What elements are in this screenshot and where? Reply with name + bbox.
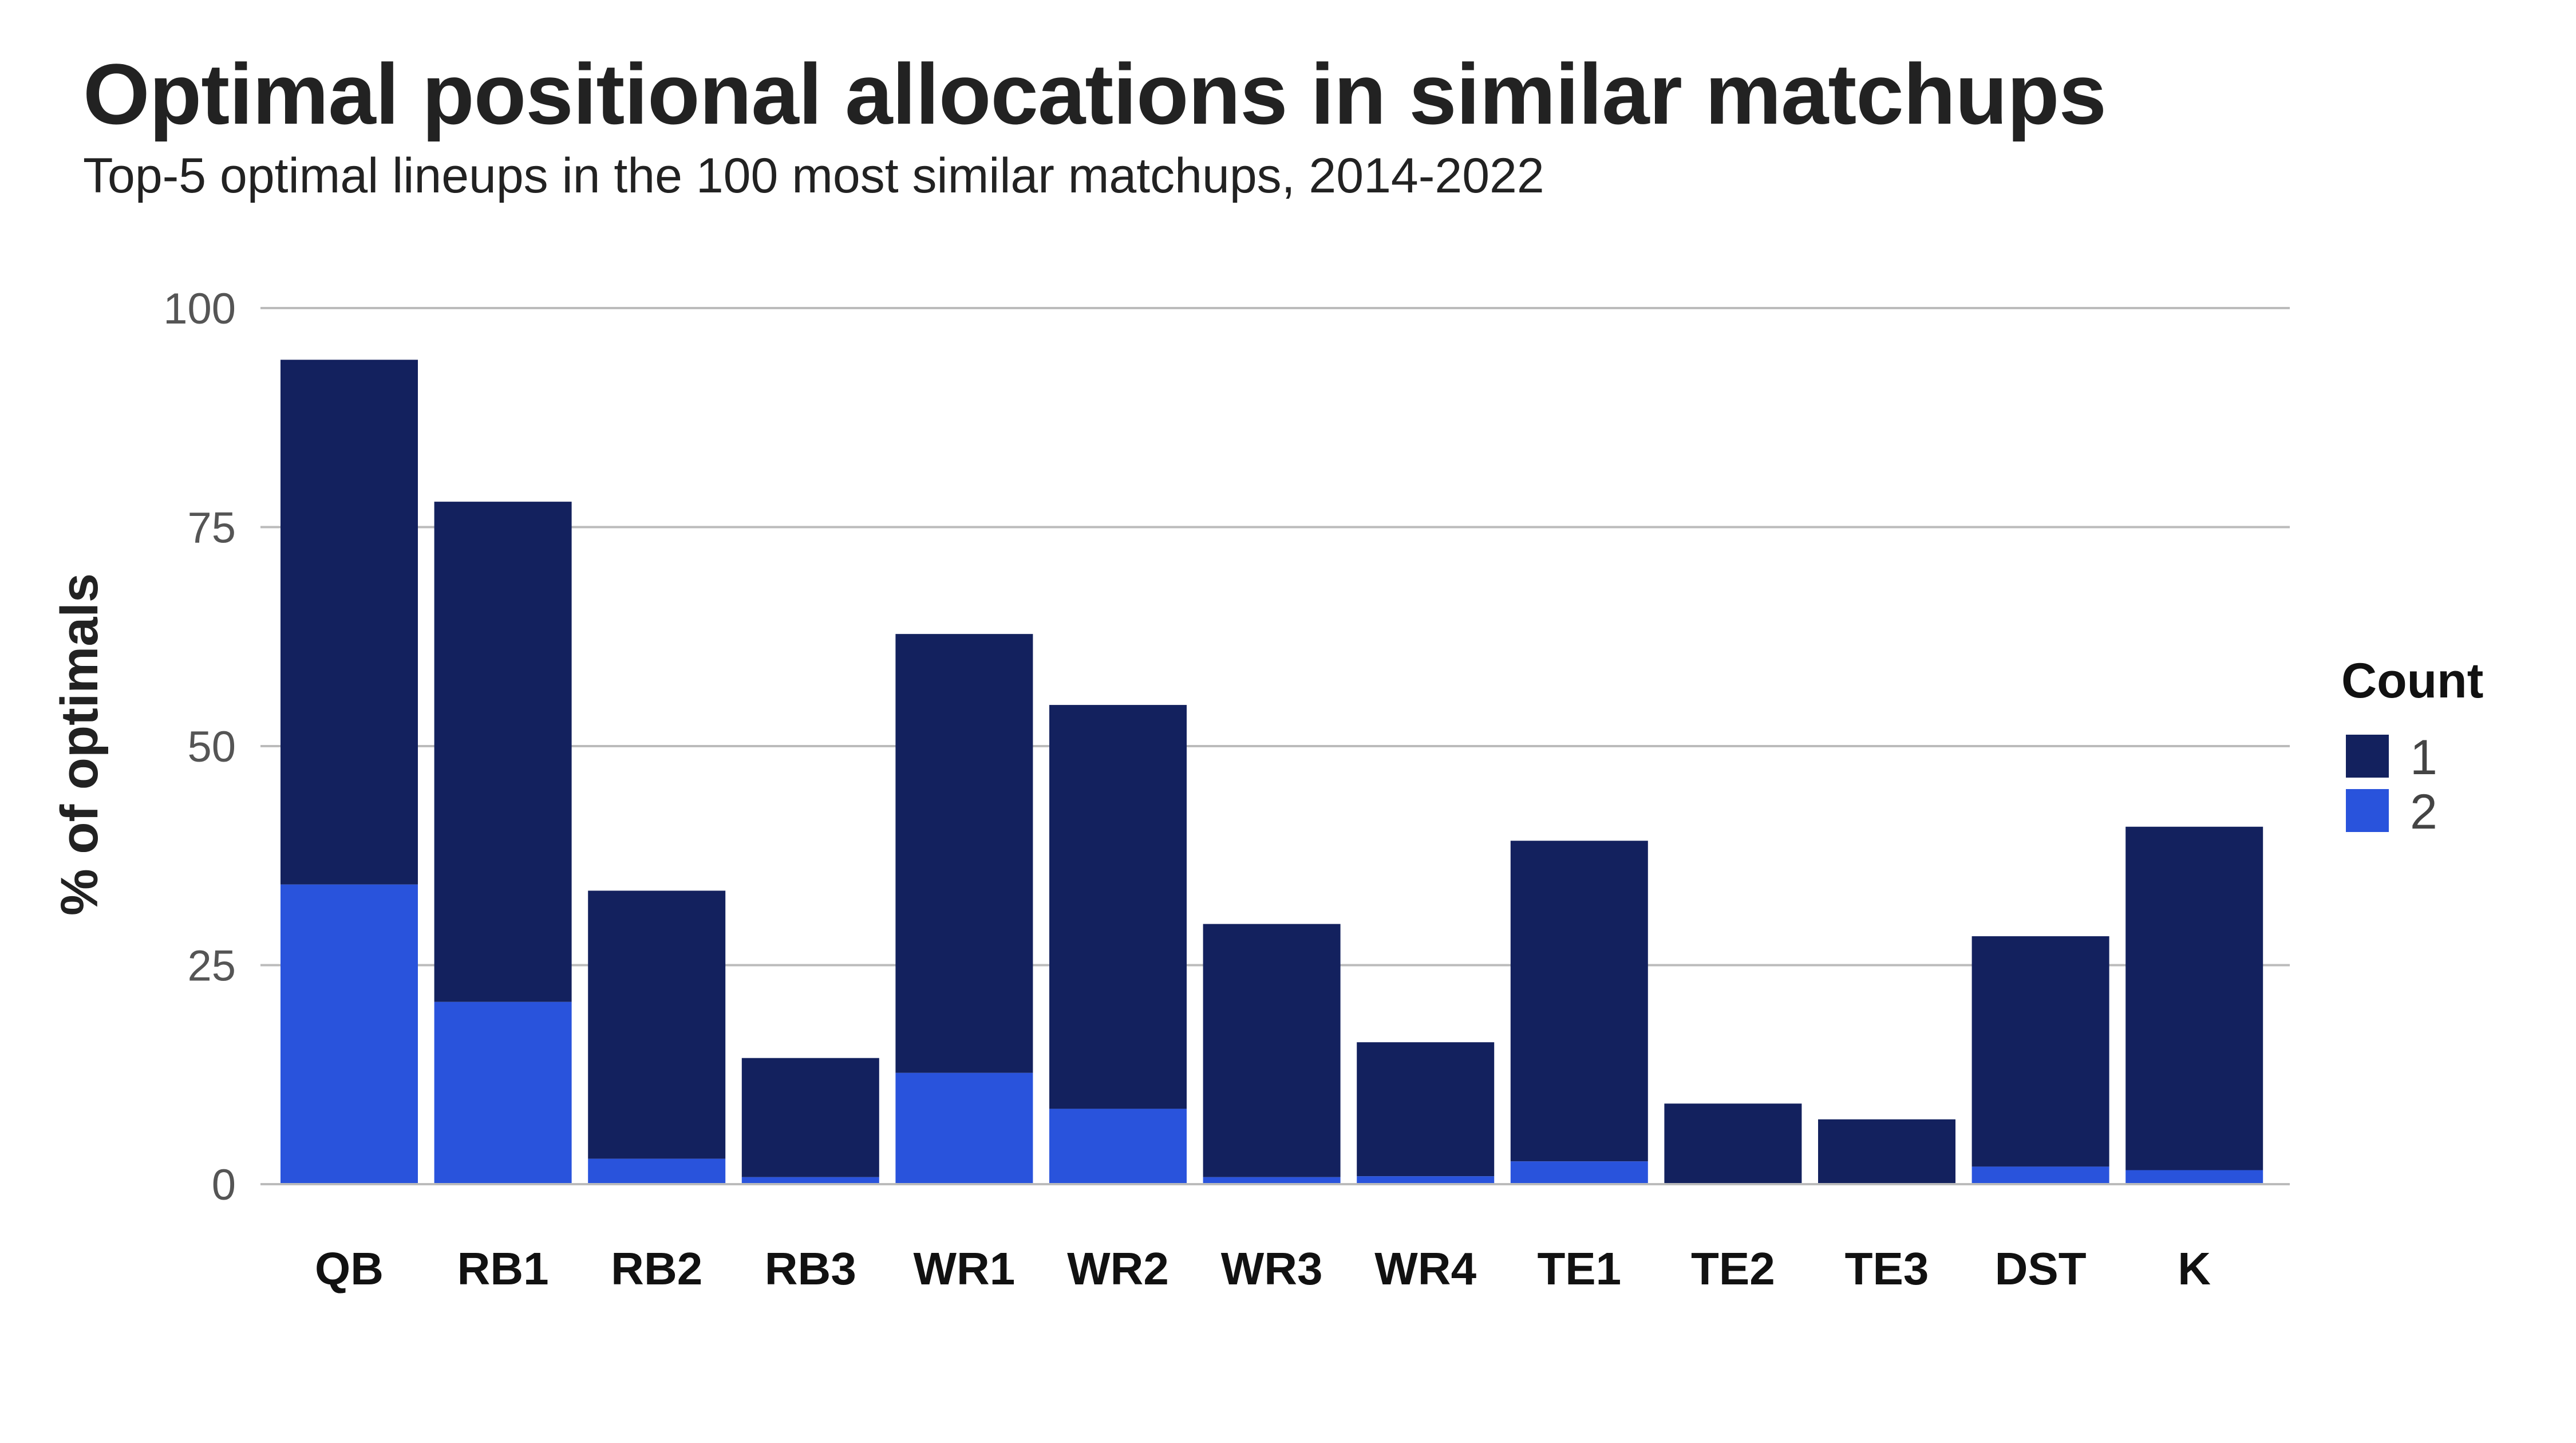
bar-te1-count-2 xyxy=(1510,1161,1648,1184)
bar-wr3-count-2 xyxy=(1203,1177,1341,1184)
bar-wr1-count-1 xyxy=(895,634,1033,1073)
chart-title: Optimal positional allocations in simila… xyxy=(83,46,2107,142)
bar-dst-count-2 xyxy=(1971,1166,2109,1184)
bar-rb2-count-1 xyxy=(588,890,726,1159)
x-axis-labels: QB RB1 RB2 RB3 WR1 WR2 WR3 WR4 TE1 TE2 TE3 DST K xyxy=(315,1243,2211,1294)
bar-wr2-count-1 xyxy=(1049,705,1187,1109)
bar-k-count-1 xyxy=(2125,826,2263,1170)
bar-te3-count-1 xyxy=(1818,1119,1955,1184)
y-tick-label-100: 100 xyxy=(163,285,236,333)
legend: Count 1 2 xyxy=(2341,653,2483,839)
x-tick-label-qb: QB xyxy=(315,1243,384,1294)
bars xyxy=(260,360,2290,1185)
x-tick-label-te3: TE3 xyxy=(1845,1243,1929,1294)
bar-rb1-count-1 xyxy=(434,502,572,1002)
x-tick-label-wr3: WR3 xyxy=(1221,1243,1323,1294)
bar-wr4-count-1 xyxy=(1357,1042,1495,1177)
x-tick-label-te1: TE1 xyxy=(1537,1243,1621,1294)
bar-te2-count-1 xyxy=(1664,1103,1802,1184)
x-tick-label-wr4: WR4 xyxy=(1374,1243,1476,1294)
bar-rb3-count-1 xyxy=(741,1058,879,1177)
x-tick-label-te2: TE2 xyxy=(1691,1243,1775,1294)
bar-rb1-count-2 xyxy=(434,1002,572,1184)
bar-te1-count-1 xyxy=(1510,841,1648,1162)
legend-swatch-count-2 xyxy=(2346,789,2389,832)
bar-dst-count-1 xyxy=(1971,936,2109,1167)
bar-wr4-count-2 xyxy=(1357,1176,1495,1184)
y-axis-ticks: 0 25 50 75 100 xyxy=(163,285,236,1209)
bar-wr2-count-2 xyxy=(1049,1109,1187,1184)
legend-swatch-count-1 xyxy=(2346,735,2389,778)
bar-k-count-2 xyxy=(2125,1170,2263,1184)
bar-rb2-count-2 xyxy=(588,1158,726,1184)
y-tick-label-75: 75 xyxy=(187,504,236,553)
bar-qb-count-1 xyxy=(280,360,418,885)
y-axis-title: % of optimals xyxy=(50,573,109,916)
bar-wr3-count-1 xyxy=(1203,924,1341,1177)
x-tick-label-k: K xyxy=(2178,1243,2211,1294)
y-tick-label-25: 25 xyxy=(187,942,236,991)
bar-rb3-count-2 xyxy=(741,1177,879,1184)
y-tick-label-50: 50 xyxy=(187,723,236,771)
chart-subtitle: Top-5 optimal lineups in the 100 most si… xyxy=(83,148,1544,203)
bar-wr1-count-2 xyxy=(895,1073,1033,1184)
y-tick-label-0: 0 xyxy=(212,1161,236,1209)
x-tick-label-rb3: RB3 xyxy=(765,1243,856,1294)
x-tick-label-dst: DST xyxy=(1995,1243,2087,1294)
legend-label-count-1: 1 xyxy=(2410,730,2437,785)
legend-label-count-2: 2 xyxy=(2410,784,2437,839)
x-tick-label-rb1: RB1 xyxy=(457,1243,549,1294)
x-tick-label-rb2: RB2 xyxy=(611,1243,702,1294)
x-tick-label-wr2: WR2 xyxy=(1067,1243,1169,1294)
bar-qb-count-2 xyxy=(280,884,418,1184)
x-tick-label-wr1: WR1 xyxy=(914,1243,1016,1294)
legend-title: Count xyxy=(2341,653,2483,708)
